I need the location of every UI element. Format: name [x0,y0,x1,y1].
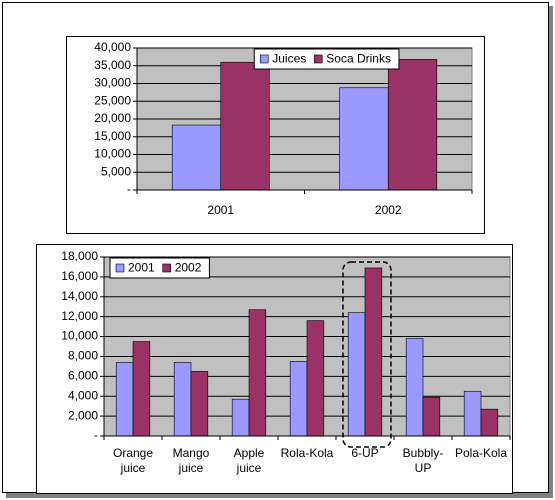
y-tick-label: 4,000 [68,388,98,402]
y-tick-label: 18,000 [61,249,98,263]
y-tick-label: 25,000 [94,93,131,107]
x-tick-label: 6-UP [351,446,379,460]
legend-label: Juices [272,52,306,66]
bar [387,59,438,191]
bar [231,398,250,437]
y-tick-label: 15,000 [94,129,131,143]
legend [253,48,400,70]
legend-swatch [313,54,323,64]
bar [405,338,424,437]
bar [115,362,134,437]
bar [220,61,270,191]
highlight-box [342,261,392,448]
y-tick-label: 40,000 [94,40,131,54]
x-tick-label: 2002 [375,203,402,217]
bar [132,341,151,437]
y-tick-label: 14,000 [61,289,98,303]
bar [364,267,383,437]
x-tick-label: 2001 [207,203,234,217]
legend [109,257,210,279]
bar [339,87,389,191]
legend-swatch [162,263,172,273]
x-tick-label: Orange juice [112,446,154,475]
legend-label: 2002 [175,261,202,275]
bar [289,361,308,437]
y-tick-label: - [94,428,98,442]
x-tick-label: Apple juice [233,446,265,475]
y-tick-label: - [127,182,131,196]
x-tick-label: Pola-Kola [454,446,508,460]
x-tick-label: Mango juice [172,446,210,475]
y-tick-label: 2,000 [68,408,98,422]
legend-label: 2001 [128,261,155,275]
y-tick-label: 10,000 [61,329,98,343]
x-tick-label: Rola-Kola [280,446,334,460]
y-tick-label: 20,000 [94,111,131,125]
y-tick-label: 16,000 [61,269,98,283]
x-tick-label: Bubbly-UP [402,446,444,475]
y-tick-label: 6,000 [68,369,98,383]
y-tick-label: 12,000 [61,309,98,323]
bar [422,396,441,437]
bar [347,312,366,437]
y-tick-label: 35,000 [94,58,131,72]
y-tick-label: 10,000 [94,147,131,161]
y-tick-label: 30,000 [94,76,131,90]
bar [171,124,222,191]
bar [480,408,499,437]
y-tick-label: 5,000 [101,164,131,178]
legend-swatch [115,263,125,273]
bar [306,320,325,437]
bar [173,362,192,437]
bar [190,371,209,437]
legend-swatch [259,54,269,64]
y-tick-label: 8,000 [68,349,98,363]
bar [248,309,267,437]
legend-label: Soca Drinks [326,52,391,66]
bar [463,390,482,437]
